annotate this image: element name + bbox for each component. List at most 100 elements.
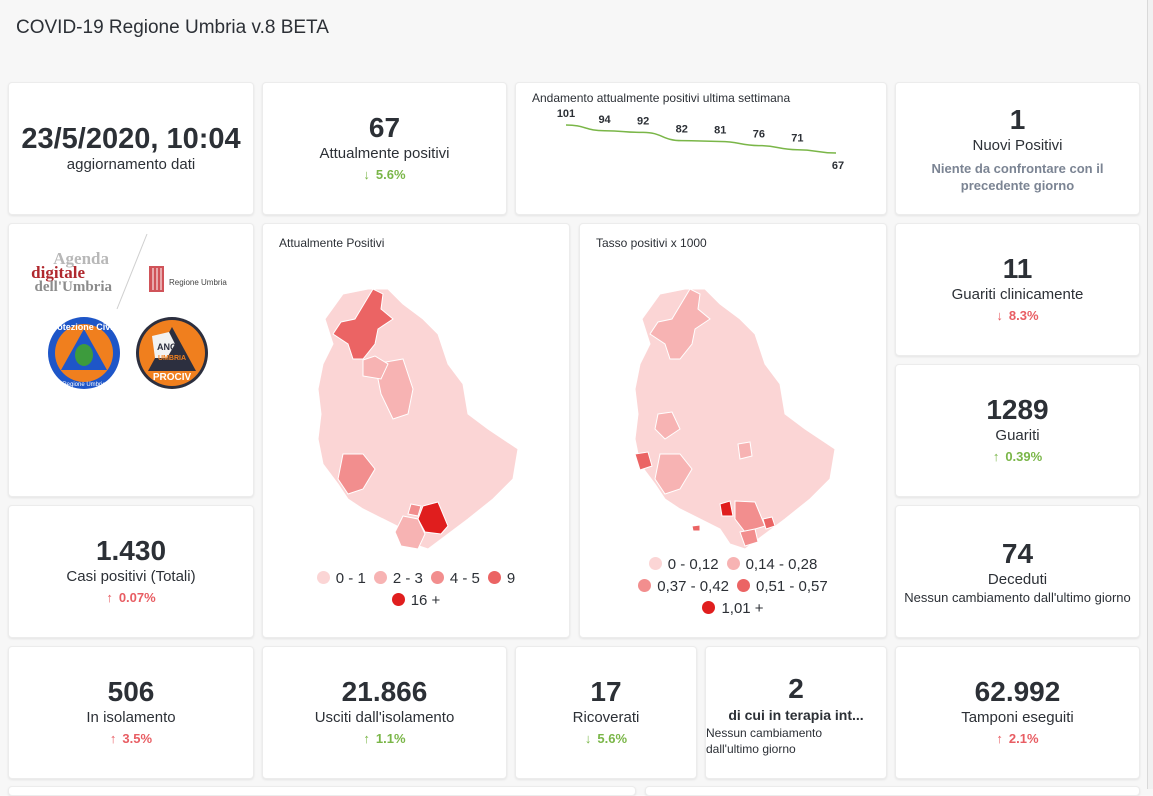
logo-divider — [116, 233, 148, 310]
kpi-value: 17 — [590, 675, 622, 707]
map-region-narni[interactable] — [394, 515, 426, 550]
sparkline-data-label: 67 — [832, 160, 844, 172]
anci-text: ANCI — [157, 342, 179, 352]
kpi-value: 21.866 — [341, 675, 428, 707]
map-region-orvieto[interactable] — [337, 453, 376, 495]
arrow-down-icon: ↓ — [584, 730, 592, 746]
arrow-up-icon: ↑ — [363, 730, 370, 746]
choropleth-map-umbria[interactable] — [263, 264, 571, 554]
guariti-clinicamente-card: 11 Guariti clinicamente ↓ 8.3% — [895, 223, 1140, 356]
kpi-delta-value: 5.6% — [597, 730, 628, 746]
attualmente-positivi-card: 67 Attualmente positivi ↓ 5.6% — [262, 82, 507, 215]
sparkline-line — [565, 124, 837, 154]
kpi-value: 74 — [1001, 537, 1034, 569]
legend-item[interactable]: 0,37 - 0,42 — [638, 576, 729, 598]
kpi-note: Niente da confrontare con il precedente … — [931, 160, 1104, 193]
legend-item[interactable]: 1,01 + — [702, 598, 764, 620]
legend-label: 0 - 0,12 — [667, 556, 719, 573]
map-legend: 0 - 1 2 - 3 4 - 5 9 16 + — [263, 568, 569, 612]
kpi-label: Tamponi eseguiti — [961, 708, 1074, 726]
terapia-intensiva-card: 2 di cui in terapia int... Nessun cambia… — [705, 646, 887, 779]
kpi-value: 11 — [1002, 252, 1033, 284]
map-title: Attualmente Positivi — [279, 236, 385, 250]
map-region-terni-side[interactable] — [407, 503, 422, 517]
arrow-up-icon: ↑ — [109, 730, 117, 746]
map-region-lake[interactable] — [654, 411, 681, 440]
map-region-west[interactable] — [634, 451, 653, 471]
legend-label: 16 + — [410, 592, 441, 609]
usciti-isolamento-card: 21.866 Usciti dall'isolamento ↑ 1.1% — [262, 646, 507, 779]
protezione-civile-logo: Protezione Civile Regione Umbria — [48, 317, 120, 389]
anci-umbria-prociv-logo: ANCI UMBRIA PROCIV — [136, 317, 208, 389]
legend-swatch-icon — [487, 571, 501, 584]
choropleth-map-umbria-rate[interactable] — [580, 264, 888, 554]
protezione-sub-text: Regione Umbria — [62, 382, 106, 388]
kpi-note: Nessun cambiamento dall'ultimo giorno — [706, 726, 823, 756]
sparkline-card: Andamento attualmente positivi ultima se… — [515, 82, 887, 215]
sparkline-data-label: 71 — [791, 133, 803, 145]
prociv-text: PROCIV — [153, 372, 192, 383]
kpi-delta: ↓ 5.6% — [363, 164, 405, 186]
map-attualmente-positivi-card: Attualmente Positivi 0 - 1 2 - 3 4 - 5 9 16 … — [262, 223, 570, 638]
regione-text: Regione Umbria — [169, 278, 227, 287]
deceduti-card: 74 Deceduti Nessun cambiamento dall'ulti… — [895, 505, 1140, 638]
kpi-delta: ↓ 5.6% — [585, 728, 627, 750]
kpi-delta-value: 3.5% — [122, 730, 153, 746]
kpi-delta-value: 1.1% — [375, 730, 406, 746]
kpi-delta: ↑ 1.1% — [363, 728, 405, 750]
update-date-label: aggiornamento dati — [66, 155, 196, 173]
map-region-perugia[interactable] — [374, 358, 414, 420]
legend-swatch-icon — [726, 557, 740, 570]
kpi-label: Guariti — [995, 426, 1040, 444]
vertical-scrollbar[interactable] — [1147, 0, 1153, 789]
legend-item[interactable]: 0 - 1 — [316, 568, 366, 590]
map-region-base[interactable] — [317, 288, 519, 550]
kpi-label: Guariti clinicamente — [951, 285, 1084, 303]
kpi-label: di cui in terapia int... — [728, 707, 864, 723]
map-region-terni-high[interactable] — [719, 500, 734, 517]
legend-label: 0 - 1 — [335, 570, 366, 587]
map-region-center[interactable] — [737, 441, 753, 460]
kpi-label: Attualmente positivi — [319, 144, 450, 162]
legend-swatch-icon — [391, 593, 405, 606]
map-region-south[interactable] — [739, 528, 759, 547]
legend-item[interactable]: 16 + — [391, 590, 441, 612]
legend-item[interactable]: 0,51 - 0,57 — [737, 576, 828, 598]
guariti-card: 1289 Guariti ↑ 0.39% — [895, 364, 1140, 497]
legend-item[interactable]: 2 - 3 — [373, 568, 423, 590]
regione-umbria-logo: Regione Umbria — [149, 266, 227, 292]
legend-swatch-icon — [430, 571, 444, 584]
map-region-orvieto[interactable] — [654, 453, 693, 495]
legend-item[interactable]: 9 — [487, 568, 516, 590]
legend-label: 9 — [506, 570, 516, 587]
kpi-note: Nessun cambiamento dall'ultimo giorno — [904, 589, 1131, 605]
isolamento-card: 506 In isolamento ↑ 3.5% — [8, 646, 254, 779]
legend-label: 4 - 5 — [449, 570, 480, 587]
arrow-down-icon: ↓ — [363, 166, 370, 182]
kpi-label: Nuovi Positivi — [972, 136, 1063, 154]
tamponi-card: 62.992 Tamponi eseguiti ↑ 2.1% — [895, 646, 1140, 779]
arrow-up-icon: ↑ — [106, 589, 113, 605]
app-header: COVID-19 Regione Umbria v.8 BETA — [0, 0, 1146, 60]
map-region-sw[interactable] — [691, 524, 701, 532]
map-region-east[interactable] — [762, 516, 776, 530]
map-region-north-9[interactable] — [332, 288, 394, 360]
map-region-north[interactable] — [649, 288, 711, 360]
ricoverati-card: 17 Ricoverati ↓ 5.6% — [515, 646, 697, 779]
sparkline-chart: 101 94 92 82 81 76 71 67 — [557, 108, 844, 172]
update-date-card: 23/5/2020, 10:04 aggiornamento dati — [8, 82, 254, 215]
kpi-label: Deceduti — [987, 570, 1048, 588]
anci-umbria-text: UMBRIA — [158, 355, 186, 362]
legend-item[interactable]: 4 - 5 — [430, 568, 480, 590]
map-region-north-upper[interactable] — [362, 355, 389, 380]
agenda-text: Agenda — [53, 249, 109, 268]
sparkline-data-label: 82 — [676, 124, 688, 136]
sparkline-title: Andamento attualmente positivi ultima se… — [532, 91, 791, 105]
kpi-delta-value: 5.6% — [375, 166, 406, 182]
kpi-value: 67 — [368, 111, 401, 143]
kpi-label: In isolamento — [86, 708, 176, 726]
legend-item[interactable]: 0,14 - 0,28 — [726, 554, 817, 576]
page-title: COVID-19 Regione Umbria v.8 BETA — [16, 17, 329, 38]
digitale-text: digitale — [31, 263, 85, 282]
legend-item[interactable]: 0 - 0,12 — [648, 554, 719, 576]
